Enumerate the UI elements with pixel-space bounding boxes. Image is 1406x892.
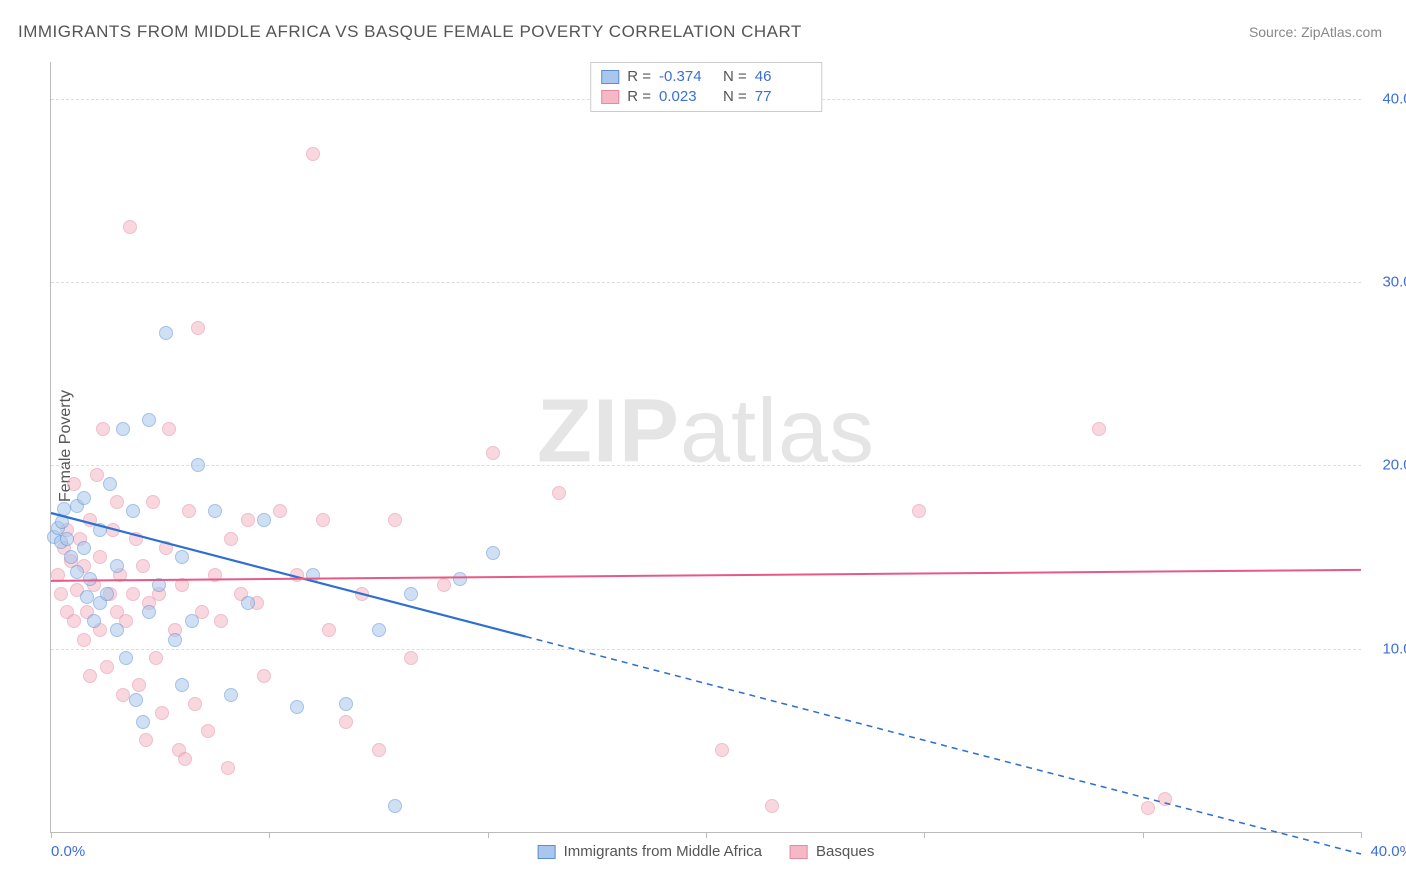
trendlines-svg [51, 62, 1361, 832]
r-label: R = [627, 67, 651, 87]
x-tick [1143, 832, 1144, 838]
x-tick [488, 832, 489, 838]
source-name: ZipAtlas.com [1301, 24, 1382, 40]
swatch-series-0 [601, 70, 619, 84]
swatch-series-1 [601, 90, 619, 104]
y-tick-label: 10.0% [1369, 640, 1406, 657]
legend-item-0: Immigrants from Middle Africa [538, 843, 762, 860]
plot-area: ZIPatlas R = -0.374 N = 46 R = 0.023 N =… [50, 62, 1361, 833]
x-axis-max-label: 40.0% [1370, 843, 1406, 860]
legend-label-1: Basques [816, 843, 874, 860]
x-tick [706, 832, 707, 838]
x-tick [1361, 832, 1362, 838]
n-label: N = [723, 87, 747, 107]
legend-series: Immigrants from Middle Africa Basques [538, 843, 875, 860]
legend-item-1: Basques [790, 843, 874, 860]
legend-label-0: Immigrants from Middle Africa [564, 843, 762, 860]
r-value-0: -0.374 [659, 67, 715, 87]
x-tick [269, 832, 270, 838]
y-tick-label: 40.0% [1369, 90, 1406, 107]
n-label: N = [723, 67, 747, 87]
r-value-1: 0.023 [659, 87, 715, 107]
legend-stats-row-1: R = 0.023 N = 77 [601, 87, 811, 107]
r-label: R = [627, 87, 651, 107]
chart-title: IMMIGRANTS FROM MIDDLE AFRICA VS BASQUE … [18, 22, 802, 42]
source-prefix: Source: [1249, 24, 1301, 40]
n-value-1: 77 [755, 87, 811, 107]
swatch-icon [790, 845, 808, 859]
source-credit: Source: ZipAtlas.com [1249, 24, 1382, 40]
y-tick-label: 30.0% [1369, 274, 1406, 291]
x-axis-min-label: 0.0% [51, 843, 85, 860]
x-tick [924, 832, 925, 838]
x-tick [51, 832, 52, 838]
n-value-0: 46 [755, 67, 811, 87]
legend-stats: R = -0.374 N = 46 R = 0.023 N = 77 [590, 62, 822, 112]
y-tick-label: 20.0% [1369, 457, 1406, 474]
legend-stats-row-0: R = -0.374 N = 46 [601, 67, 811, 87]
swatch-icon [538, 845, 556, 859]
